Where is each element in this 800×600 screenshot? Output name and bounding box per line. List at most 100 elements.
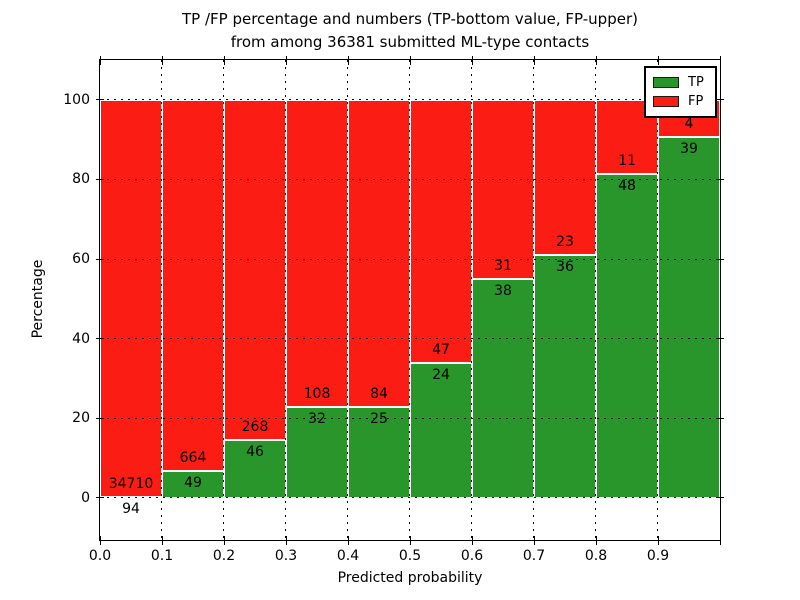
x-tick-mark — [595, 536, 597, 545]
x-tick-label: 0.7 — [522, 548, 546, 564]
x-tick-label: 0.3 — [274, 548, 298, 564]
x-tick-label: 0.9 — [646, 548, 670, 564]
bar-segment-fp — [162, 99, 224, 471]
vertical-gridline-over — [657, 60, 658, 540]
horizontal-gridline — [100, 99, 720, 101]
horizontal-gridline — [100, 338, 720, 340]
bar-count-label-tp: 49 — [184, 474, 202, 491]
x-tick-mark — [285, 56, 287, 65]
vertical-gridline-over — [285, 60, 286, 540]
bar-segment-tp — [596, 174, 658, 498]
x-tick-mark — [409, 536, 411, 545]
chart-title-line2: from among 36381 submitted ML-type conta… — [230, 33, 590, 51]
legend-label-fp: FP — [688, 94, 704, 109]
bar-count-label-tp: 46 — [246, 443, 264, 460]
x-tick-mark — [347, 536, 349, 545]
x-tick-mark — [223, 56, 225, 65]
legend-entry-fp: FP — [653, 92, 708, 111]
x-tick-mark — [657, 536, 659, 545]
fp-swatch-icon — [653, 96, 679, 107]
x-tick-label: 0.1 — [150, 548, 174, 564]
x-tick-mark — [719, 56, 721, 65]
bar-count-label-tp: 38 — [494, 282, 512, 299]
x-tick-mark — [347, 56, 349, 65]
x-tick-mark — [471, 536, 473, 545]
y-tick-label: 20 — [72, 410, 90, 427]
bar-segment-fp — [472, 99, 534, 279]
x-tick-mark — [161, 56, 163, 65]
bar-segment-tp — [410, 363, 472, 498]
bar-count-label-tp: 48 — [618, 178, 636, 195]
bar-segment-fp — [286, 99, 348, 407]
bar-count-label-fp: 34710 — [108, 475, 154, 492]
bar-segment-tp — [286, 406, 348, 498]
x-tick-mark — [471, 56, 473, 65]
y-tick-mark — [716, 99, 724, 101]
bar-count-label-tp: 32 — [308, 410, 326, 427]
plot-area: 34710 94 664 49 268 46 108 32 84 25 47 24 31 38 23 36 11… — [99, 59, 721, 541]
chart-title-line1: TP /FP percentage and numbers (TP-bottom… — [182, 10, 638, 28]
x-axis-label: Predicted probability — [337, 570, 483, 586]
horizontal-gridline — [100, 497, 720, 499]
x-tick-mark — [657, 56, 659, 65]
bar-segment-tp — [658, 136, 720, 498]
y-tick-mark — [96, 497, 104, 499]
y-tick-label: 60 — [72, 251, 90, 268]
x-tick-mark — [99, 56, 101, 65]
bar-segment-tp — [472, 278, 534, 498]
bar-count-label-fp: 23 — [556, 234, 574, 251]
y-tick-label: 0 — [81, 489, 90, 506]
y-tick-mark — [716, 338, 724, 340]
legend-label-tp: TP — [688, 75, 704, 90]
bar-count-label-tp: 25 — [370, 410, 388, 427]
bar-segment-fp — [410, 99, 472, 364]
bar-count-label-fp: 11 — [618, 153, 636, 170]
y-tick-mark — [716, 417, 724, 419]
tp-swatch-icon — [653, 77, 679, 88]
x-tick-mark — [719, 536, 721, 545]
bar-segment-fp — [348, 99, 410, 407]
bar-count-label-tp: 36 — [556, 259, 574, 276]
bar-segment-tp — [348, 406, 410, 498]
bar-count-label-fp: 4 — [684, 115, 694, 132]
plot-inner: 34710 94 664 49 268 46 108 32 84 25 47 24 31 38 23 36 11… — [100, 60, 720, 540]
y-tick-mark — [716, 258, 724, 260]
legend: TP FP — [644, 66, 717, 118]
y-tick-label: 100 — [63, 91, 90, 108]
y-tick-mark — [716, 497, 724, 499]
bar-count-label-tp: 24 — [432, 367, 450, 384]
x-tick-mark — [533, 56, 535, 65]
x-tick-label: 0.5 — [398, 548, 422, 564]
vertical-gridline-over — [595, 60, 596, 540]
y-tick-label: 40 — [72, 330, 90, 347]
bar-segment-fp — [534, 99, 596, 256]
x-tick-mark — [409, 56, 411, 65]
bar-count-label-fp: 268 — [241, 418, 269, 435]
x-tick-label: 0.6 — [460, 548, 484, 564]
vertical-gridline-over — [347, 60, 348, 540]
bar-count-label-fp: 84 — [370, 385, 388, 402]
bar-count-label-tp: 94 — [122, 500, 140, 517]
bar-count-label-fp: 47 — [432, 342, 450, 359]
x-tick-mark — [595, 56, 597, 65]
x-tick-mark — [161, 536, 163, 545]
x-tick-mark — [223, 536, 225, 545]
x-tick-mark — [285, 536, 287, 545]
y-axis-label: Percentage — [30, 259, 46, 339]
y-tick-label: 80 — [72, 171, 90, 188]
x-tick-label: 0.0 — [88, 548, 112, 564]
bar-count-label-tp: 39 — [680, 140, 698, 157]
vertical-gridline-over — [161, 60, 162, 540]
y-tick-mark — [96, 338, 104, 340]
bar-count-label-fp: 31 — [494, 257, 512, 274]
y-tick-mark — [716, 178, 724, 180]
horizontal-gridline — [100, 417, 720, 419]
x-tick-mark — [533, 536, 535, 545]
bar-segment-tp — [534, 255, 596, 498]
horizontal-gridline — [100, 258, 720, 260]
x-tick-label: 0.2 — [212, 548, 236, 564]
x-tick-label: 0.4 — [336, 548, 360, 564]
vertical-gridline-over — [409, 60, 410, 540]
y-tick-mark — [96, 178, 104, 180]
y-tick-mark — [96, 99, 104, 101]
